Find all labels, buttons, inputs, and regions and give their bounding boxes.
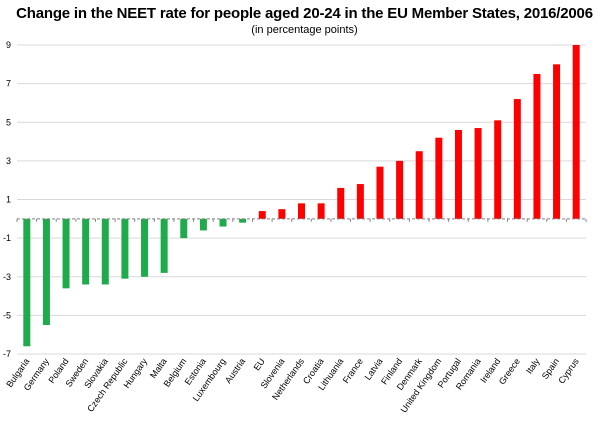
- bar-netherlands: [298, 203, 305, 219]
- bar-lithuania: [337, 187, 345, 219]
- bar-denmark: [415, 151, 423, 219]
- bar-eu: [258, 211, 266, 219]
- bar-estonia: [199, 218, 207, 231]
- y-tick-label: -5: [3, 310, 11, 320]
- bar-portugal: [454, 129, 462, 219]
- bar-germany: [42, 218, 50, 326]
- bar-latvia: [376, 166, 384, 219]
- y-axis: -7 -5 -3 -1 1 3 5 7 9: [3, 40, 11, 359]
- bar-czech-republic: [121, 218, 129, 279]
- bar-slovakia: [101, 218, 109, 285]
- bars: [23, 45, 580, 347]
- x-tick-label: France: [341, 356, 365, 385]
- y-tick-label: 3: [6, 156, 11, 166]
- chart-subtitle: (in percentage points): [251, 24, 358, 36]
- y-tick-label: 5: [6, 117, 11, 127]
- y-tick-label: 9: [6, 40, 11, 50]
- bar-hungary: [141, 218, 149, 277]
- x-tick-label: Cyprus: [556, 356, 581, 385]
- bar-greece: [513, 99, 521, 219]
- bar-malta: [160, 218, 168, 273]
- bar-finland: [396, 160, 404, 219]
- bar-slovenia: [278, 209, 286, 219]
- x-tick-label: Italy: [524, 356, 542, 376]
- bar-belgium: [180, 218, 188, 239]
- bar-croatia: [317, 203, 325, 219]
- y-tick-label: 1: [6, 195, 11, 205]
- x-axis-labels: BulgariaGermanyPolandSwedenSlovakiaCzech…: [4, 356, 581, 415]
- bar-bulgaria: [23, 218, 31, 347]
- y-tick-label: 7: [6, 79, 11, 89]
- bar-poland: [62, 218, 70, 289]
- x-tick-label: EU: [252, 356, 267, 372]
- gridlines: [17, 44, 586, 355]
- bar-ireland: [494, 120, 502, 219]
- bar-austria: [239, 218, 247, 223]
- y-tick-label: -3: [3, 272, 11, 282]
- bar-romania: [474, 128, 482, 219]
- bar-luxembourg: [219, 218, 227, 227]
- bar-italy: [533, 73, 541, 219]
- chart-title: Change in the NEET rate for people aged …: [16, 5, 593, 22]
- bar-sweden: [82, 218, 90, 285]
- x-tick-label: Austria: [223, 356, 247, 385]
- y-tick-label: -7: [3, 349, 11, 359]
- bar-spain: [553, 64, 561, 219]
- bar-france: [356, 184, 364, 219]
- bar-united-kingdom: [435, 137, 443, 219]
- bar-cyprus: [572, 45, 580, 219]
- y-tick-label: -1: [3, 233, 11, 243]
- zero-line: [16, 218, 587, 222]
- x-tick-label: Greece: [497, 356, 522, 386]
